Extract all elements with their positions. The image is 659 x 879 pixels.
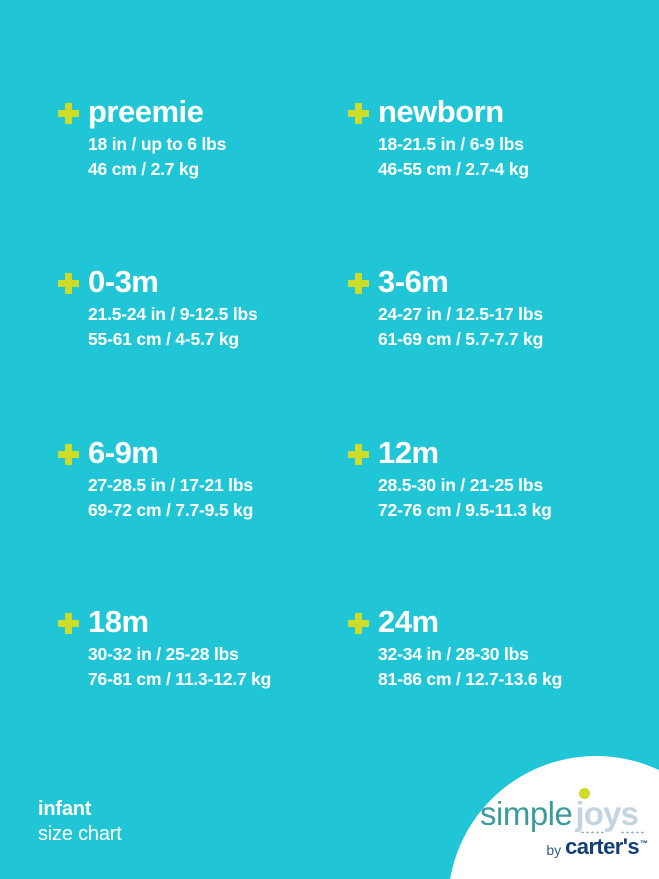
footer-caption-bottom: size chart xyxy=(38,823,122,845)
plus-icon xyxy=(58,443,79,465)
size-measure-imperial: 21.5-24 in / 9-12.5 lbs xyxy=(88,304,258,324)
size-name: 0-3m xyxy=(88,264,159,299)
size-measure-imperial: 27-28.5 in / 17-21 lbs xyxy=(88,475,253,495)
size-name: preemie xyxy=(88,94,204,129)
logo-word-joys: joys xyxy=(575,795,639,832)
size-name: 3-6m xyxy=(378,264,449,299)
trademark-icon: ™ xyxy=(640,839,648,848)
size-label-line: 3-6m xyxy=(348,262,638,302)
size-measure-imperial: 18-21.5 in / 6-9 lbs xyxy=(378,134,524,154)
logo-word-simple: simple xyxy=(480,795,573,832)
footer-caption: infant size chart xyxy=(38,797,122,847)
size-measure-metric: 81-86 cm / 12.7-13.6 kg xyxy=(378,669,563,689)
size-entry-preemie: preemie 18 in / up to 6 lbs 46 cm / 2.7 … xyxy=(58,92,348,182)
plus-icon xyxy=(58,272,79,294)
size-entry-3-6m: 3-6m 24-27 in / 12.5-17 lbs 61-69 cm / 5… xyxy=(348,262,638,352)
size-measure-imperial: 32-34 in / 28-30 lbs xyxy=(378,644,529,664)
size-measure-metric: 55-61 cm / 4-5.7 kg xyxy=(88,329,239,349)
logo-brand-name: carter's xyxy=(565,834,639,859)
size-measure-metric: 76-81 cm / 11.3-12.7 kg xyxy=(88,669,272,689)
logo-dot-icon xyxy=(579,788,591,799)
size-label-line: 24m xyxy=(348,602,638,642)
size-name: 18m xyxy=(88,604,149,639)
size-measure-imperial: 18 in / up to 6 lbs xyxy=(88,134,227,154)
size-label-line: 12m xyxy=(348,433,638,473)
plus-icon xyxy=(348,612,369,634)
footer-caption-top: infant xyxy=(38,798,92,820)
size-name: newborn xyxy=(378,94,504,129)
size-name: 24m xyxy=(378,604,439,639)
size-name: 12m xyxy=(378,435,439,470)
logo-word-joys-wrap: joys xyxy=(575,788,639,832)
size-entry-grid: preemie 18 in / up to 6 lbs 46 cm / 2.7 … xyxy=(58,92,638,692)
size-entry-12m: 12m 28.5-30 in / 21-25 lbs 72-76 cm / 9.… xyxy=(348,433,638,523)
size-label-line: newborn xyxy=(348,92,638,132)
plus-icon xyxy=(58,102,79,124)
plus-icon xyxy=(348,102,369,124)
brand-logo: simple joys by carter's ™ xyxy=(480,788,648,859)
plus-icon xyxy=(58,612,79,634)
logo-subline: by carter's ™ xyxy=(480,834,648,859)
size-measure-metric: 61-69 cm / 5.7-7.7 kg xyxy=(378,329,544,349)
size-entry-6-9m: 6-9m 27-28.5 in / 17-21 lbs 69-72 cm / 7… xyxy=(58,433,348,523)
size-measure-imperial: 30-32 in / 25-28 lbs xyxy=(88,644,239,664)
size-entry-18m: 18m 30-32 in / 25-28 lbs 76-81 cm / 11.3… xyxy=(58,602,348,692)
size-measure-imperial: 24-27 in / 12.5-17 lbs xyxy=(378,304,543,324)
stitch-dash-icon xyxy=(580,831,606,834)
size-name: 6-9m xyxy=(88,435,159,470)
plus-icon xyxy=(348,443,369,465)
size-measure-imperial: 28.5-30 in / 21-25 lbs xyxy=(378,475,543,495)
logo-by-label: by xyxy=(546,842,562,858)
plus-icon xyxy=(348,272,369,294)
size-label-line: 18m xyxy=(58,602,348,642)
logo-stitch-row xyxy=(480,831,646,835)
size-measure-metric: 69-72 cm / 7.7-9.5 kg xyxy=(88,500,254,520)
size-measure-metric: 72-76 cm / 9.5-11.3 kg xyxy=(378,500,552,520)
size-entry-0-3m: 0-3m 21.5-24 in / 9-12.5 lbs 55-61 cm / … xyxy=(58,262,348,352)
size-measure-metric: 46-55 cm / 2.7-4 kg xyxy=(378,159,529,179)
logo-wordmark: simple joys xyxy=(480,788,648,832)
size-measure-metric: 46 cm / 2.7 kg xyxy=(88,159,200,179)
stitch-dash-icon xyxy=(620,831,646,834)
size-label-line: 0-3m xyxy=(58,262,348,302)
size-entry-newborn: newborn 18-21.5 in / 6-9 lbs 46-55 cm / … xyxy=(348,92,638,182)
size-label-line: 6-9m xyxy=(58,433,348,473)
size-label-line: preemie xyxy=(58,92,348,132)
size-entry-24m: 24m 32-34 in / 28-30 lbs 81-86 cm / 12.7… xyxy=(348,602,638,692)
